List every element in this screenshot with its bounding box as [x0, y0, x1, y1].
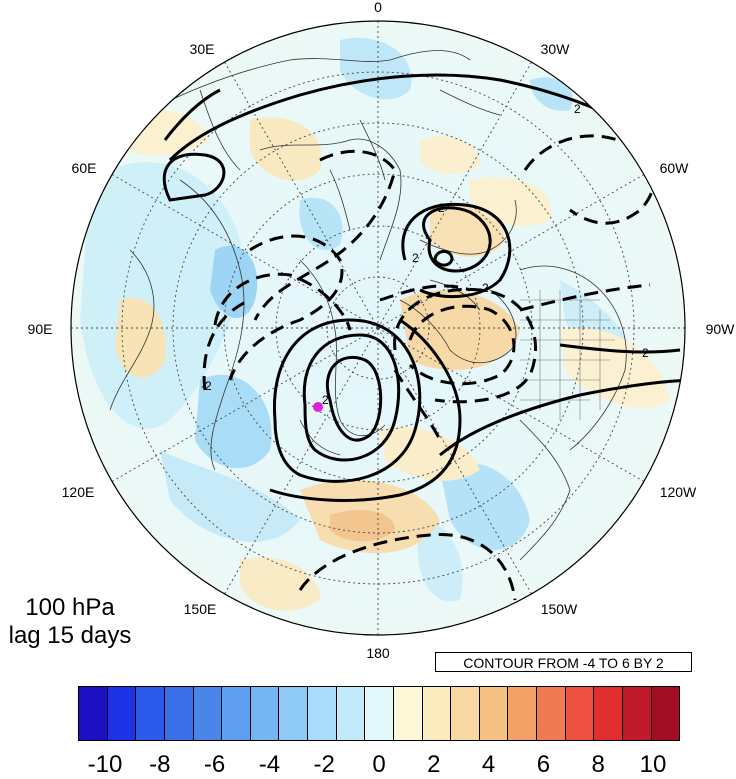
colorbar-cell [365, 687, 394, 740]
contour-info-box: CONTOUR FROM -4 TO 6 BY 2 [435, 652, 692, 672]
lon-label-30e: 30E [190, 41, 215, 57]
title-level: 100 hPa [25, 594, 115, 621]
colorbar-tick-label: 8 [591, 751, 605, 778]
contour-labels: 2 -2 2 2 -2 2 2 [201, 102, 649, 407]
colorbar-tick-label: -2 [313, 751, 335, 778]
colorbar [78, 686, 680, 741]
colorbar-tick-label: 0 [372, 751, 386, 778]
colorbar-cell [565, 687, 595, 740]
plot-title: 100 hPa lag 15 days [0, 594, 140, 650]
lon-label-90w: 90W [706, 321, 736, 337]
lon-label-60w: 60W [660, 160, 690, 176]
colorbar-tick-labels: -10 -8 -6 -4 -2 0 2 4 6 8 10 [78, 752, 680, 778]
colorbar-cell [622, 687, 652, 740]
colorbar-cell [250, 687, 280, 740]
colorbar-cell [79, 687, 108, 740]
colorbar-cell [651, 687, 680, 740]
contour-label: 2 [322, 393, 329, 407]
state-borders [520, 290, 615, 420]
colorbar-tick-label: 4 [481, 751, 496, 778]
map-boundary [70, 20, 686, 636]
lon-label-180: 180 [366, 645, 390, 661]
colorbar-tick-label: 2 [427, 751, 441, 778]
colorbar-tick-label: 10 [639, 751, 667, 778]
colorbar-tick-label: 6 [536, 751, 551, 778]
colorbar-cell [222, 687, 251, 740]
lon-label-0: 0 [374, 0, 382, 15]
colorbar-cell [336, 687, 366, 740]
lon-label-90e: 90E [28, 321, 53, 337]
colorbar-tick-label: -8 [149, 751, 171, 778]
contour-lines [162, 73, 685, 502]
colorbar-tick-label: -10 [87, 751, 123, 778]
colorbar-cell [594, 687, 623, 740]
title-lag: lag 15 days [8, 622, 132, 649]
colorbar-cell [508, 687, 537, 740]
lon-label-150e: 150E [184, 601, 217, 617]
colorbar-cell [422, 687, 452, 740]
colorbar-cell [308, 687, 337, 740]
colorbar-cell [107, 687, 137, 740]
colorbar-cell [451, 687, 480, 740]
lon-label-30w: 30W [541, 41, 571, 57]
colorbar-cell [164, 687, 194, 740]
colorbar-tick-label: -4 [258, 751, 281, 778]
marker-point [313, 402, 323, 412]
lon-label-120w: 120W [660, 484, 697, 500]
colorbar-cell [479, 687, 509, 740]
colorbar-cell [193, 687, 223, 740]
negative-contour-lines [202, 134, 656, 601]
contour-label: 2 [574, 102, 581, 116]
longitude-labels: 0 30W 60W 90W 120W 150W 180 150E 120E 90… [28, 0, 736, 661]
contour-label: -2 [478, 281, 489, 295]
lon-label-60e: 60E [72, 160, 97, 176]
colorbar-cell [279, 687, 308, 740]
colorbar-tick-label: -6 [203, 751, 226, 778]
contour-label: -2 [201, 379, 212, 393]
polar-stereographic-map: 2 -2 2 2 -2 2 2 0 30W 60W 90W 120W 150W … [28, 0, 736, 661]
shaded-anomaly-field [71, 21, 685, 635]
colorbar-cell [136, 687, 165, 740]
lon-label-150w: 150W [541, 601, 578, 617]
contour-label: 2 [642, 346, 649, 360]
graticule [71, 21, 685, 635]
lon-label-120e: 120E [62, 484, 95, 500]
contour-label: 2 [412, 251, 419, 265]
contour-label: 2 [438, 201, 445, 215]
colorbar-cell [393, 687, 423, 740]
colorbar-cell [537, 687, 566, 740]
